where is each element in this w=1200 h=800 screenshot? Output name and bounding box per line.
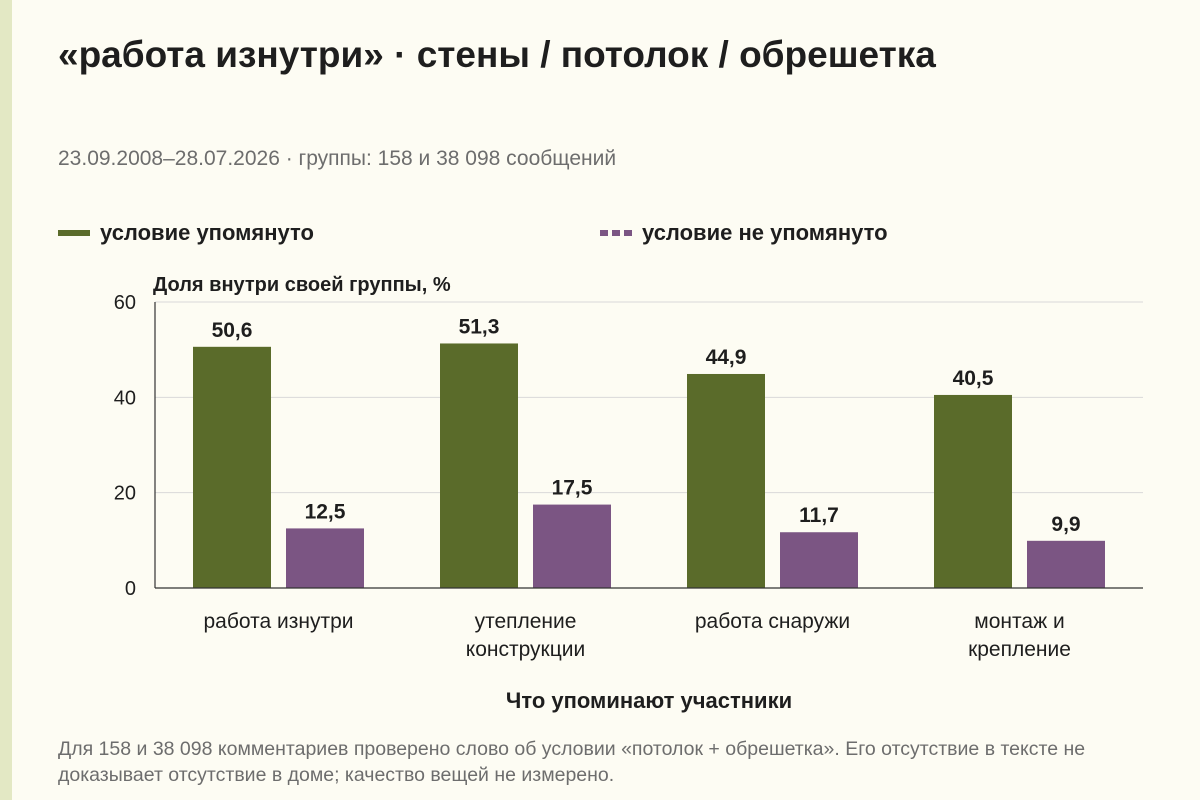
bars [193, 343, 1105, 588]
data-label: 40,5 [953, 367, 994, 390]
legend-label-series-1: условие упомянуто [100, 220, 314, 245]
bar-series-2 [286, 528, 364, 588]
legend-label-series-2: условие не упомянуто [642, 220, 888, 245]
data-labels: 50,6 12,5 51,3 17,5 44,9 11,7 40,5 9,9 [212, 315, 1081, 535]
data-label: 51,3 [459, 315, 500, 338]
footnote: Для 158 и 38 098 комментариев проверено … [58, 738, 1086, 786]
x-axis-label: Что упоминают участники [506, 688, 792, 713]
legend-item-series-2: условие не упомянуто [600, 220, 888, 246]
y-tick-label: 0 [125, 578, 136, 600]
left-accent-stripe [0, 0, 12, 800]
axes: 0 20 40 60 Доля внутри своей группы, % Что уп… [114, 274, 1143, 713]
legend-item-series-1: условие упомянуто [58, 220, 314, 246]
x-tick-label: утепление конструкции [466, 610, 585, 661]
y-tick-label: 20 [114, 483, 136, 505]
data-label: 11,7 [799, 504, 839, 527]
legend-swatch-series-1 [58, 230, 90, 236]
bar-series-1 [193, 346, 271, 588]
y-tick-label: 60 [114, 292, 136, 314]
data-label: 17,5 [552, 477, 593, 500]
data-label: 44,9 [706, 346, 747, 369]
y-tick-label: 40 [114, 387, 136, 409]
data-label: 50,6 [212, 319, 253, 342]
chart-title: «работа изнутри» · стены / потолок / обр… [58, 34, 936, 75]
bar-series-2 [1027, 540, 1105, 588]
legend-swatch-series-2 [600, 230, 632, 236]
bar-series-1 [687, 373, 765, 588]
data-label: 12,5 [305, 500, 346, 523]
x-tick-label: работа изнутри [204, 610, 354, 633]
bar-series-2 [533, 504, 611, 588]
bar-series-1 [440, 343, 518, 588]
bar-series-1 [934, 394, 1012, 588]
x-tick-label: монтаж и крепление [968, 610, 1071, 661]
x-tick-label: работа снаружи [695, 610, 850, 633]
chart-subtitle: 23.09.2008–28.07.2026 · группы: 158 и 38… [58, 147, 617, 170]
data-label: 9,9 [1051, 513, 1080, 536]
bar-series-2 [780, 532, 858, 588]
y-axis-label: Доля внутри своей группы, % [153, 274, 451, 296]
